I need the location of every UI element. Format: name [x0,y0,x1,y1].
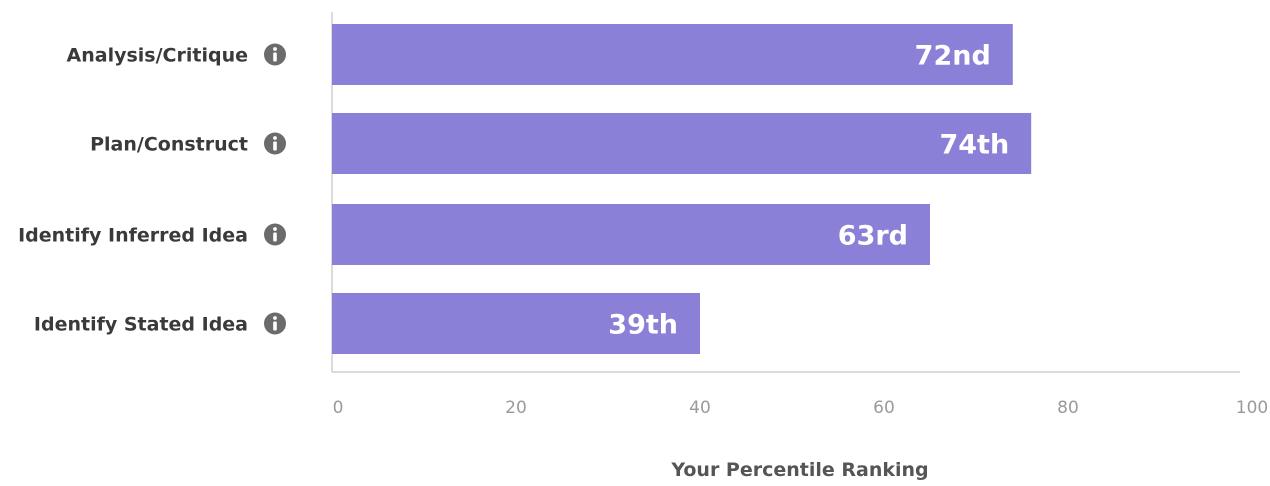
x-tick-label: 100 [1236,398,1268,418]
info-circle-icon[interactable] [264,312,286,335]
category-label: Analysis/Critique [67,45,248,67]
bar [332,204,930,265]
x-tick-label: 80 [1057,398,1079,418]
category-label: Identify Inferred Idea [18,225,248,247]
x-tick-label: 60 [873,398,895,418]
x-tick-label: 20 [505,398,527,418]
x-tick-label: 40 [689,398,711,418]
bars: 72nd 74th 63rd 39th [332,24,1032,354]
category-labels: Analysis/Critique Plan/Construct Identify … [18,43,286,336]
bar [332,293,700,354]
x-tick-label: 0 [333,398,344,418]
info-circle-icon[interactable] [264,223,286,246]
bar-data-label: 39th [608,310,678,341]
category-label: Identify Stated Idea [34,314,248,336]
bar-data-label: 74th [939,130,1009,161]
bar [332,24,1013,85]
bar-data-label: 63rd [838,221,908,252]
info-circle-icon[interactable] [264,43,286,66]
info-circle-icon[interactable] [264,132,286,155]
category-label: Plan/Construct [90,134,248,156]
bar-data-label: 72nd [915,41,991,72]
bar [332,113,1032,174]
x-axis-title: Your Percentile Ranking [670,459,928,481]
